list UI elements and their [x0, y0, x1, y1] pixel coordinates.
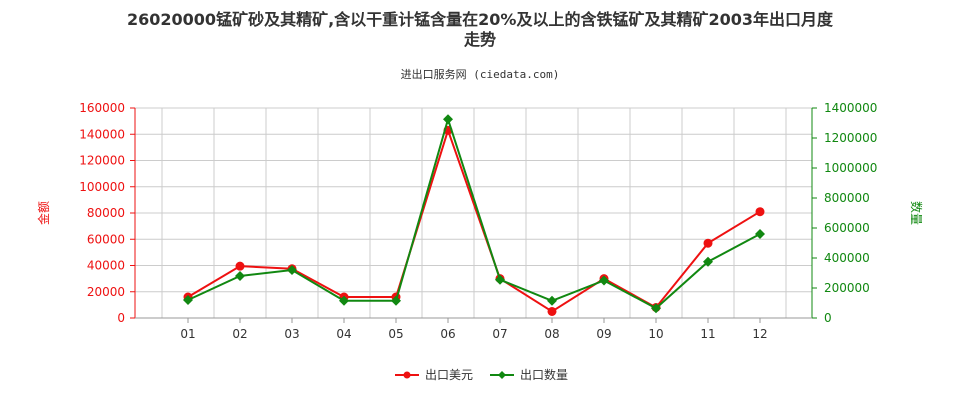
x-tick-label: 06	[440, 327, 455, 341]
right-tick-label: 800000	[824, 191, 870, 205]
legend-marker	[498, 371, 506, 379]
legend-marker	[403, 371, 411, 379]
legend: 出口美元 出口数量	[395, 367, 568, 382]
left-tick-label: 60000	[87, 232, 125, 246]
series-line-quantity	[187, 115, 761, 310]
x-tick-label: 03	[284, 327, 299, 341]
left-tick-label: 0	[117, 311, 125, 325]
y-right-axis-title: 数量	[909, 201, 924, 225]
right-tick-label: 400000	[824, 251, 870, 265]
x-tick-label: 01	[180, 327, 195, 341]
x-tick-label: 07	[492, 327, 507, 341]
quantity-point	[495, 274, 505, 285]
amount-point	[235, 261, 245, 271]
x-tick-label: 11	[700, 327, 715, 341]
quantity-point	[287, 265, 297, 275]
quantity-point	[599, 275, 609, 286]
quantity-point	[703, 256, 713, 267]
chart-subtitle: 进出口服务网 (ciedata.com)	[400, 68, 560, 81]
x-tick-label: 09	[596, 327, 611, 341]
y-left-axis-title: 金额	[36, 201, 51, 225]
series	[183, 114, 765, 316]
legend-label: 出口数量	[520, 367, 568, 382]
x-tick-label: 12	[752, 327, 767, 341]
left-tick-label: 120000	[79, 154, 125, 168]
series-line-amount	[187, 127, 761, 313]
amount-point	[547, 306, 557, 316]
left-tick-label: 20000	[87, 285, 125, 299]
amount-point	[755, 207, 765, 217]
x-tick-label: 02	[232, 327, 247, 341]
left-tick-label: 160000	[79, 101, 125, 115]
x-tick-label: 08	[544, 327, 559, 341]
quantity-point	[547, 295, 557, 306]
right-tick-label: 1200000	[824, 131, 877, 145]
right-tick-label: 1400000	[824, 101, 877, 115]
left-tick-label: 40000	[87, 259, 125, 273]
left-tick-label: 80000	[87, 206, 125, 220]
amount-point	[703, 238, 713, 248]
legend-label: 出口美元	[425, 368, 473, 382]
right-tick-label: 1000000	[824, 161, 877, 175]
left-tick-label: 100000	[79, 180, 125, 194]
x-tick-label: 04	[336, 327, 351, 341]
quantity-point	[651, 303, 661, 314]
chart-title-line2: 走势	[463, 30, 496, 49]
x-tick-label: 10	[648, 327, 663, 341]
quantity-point	[391, 295, 401, 306]
quantity-point	[443, 114, 453, 125]
x-tick-label: 05	[388, 327, 403, 341]
axes: 0 20000 40000 60000 80000 100000 120000 140000 1…	[36, 101, 924, 341]
quantity-point	[235, 271, 245, 281]
right-tick-label: 200000	[824, 281, 870, 295]
quantity-point	[755, 229, 765, 239]
chart-title: 26020000锰矿砂及其精矿,含以干重计锰含量在20%及以上的含铁锰矿及其精矿…	[0, 10, 960, 50]
right-tick-label: 0	[824, 311, 832, 325]
right-tick-label: 600000	[824, 221, 870, 235]
quantity-point	[339, 295, 349, 306]
chart-title-line1: 26020000锰矿砂及其精矿,含以干重计锰含量在20%及以上的含铁锰矿及其精矿…	[127, 10, 833, 29]
quantity-point	[183, 295, 193, 305]
left-tick-label: 140000	[79, 127, 125, 141]
grid	[134, 107, 813, 319]
